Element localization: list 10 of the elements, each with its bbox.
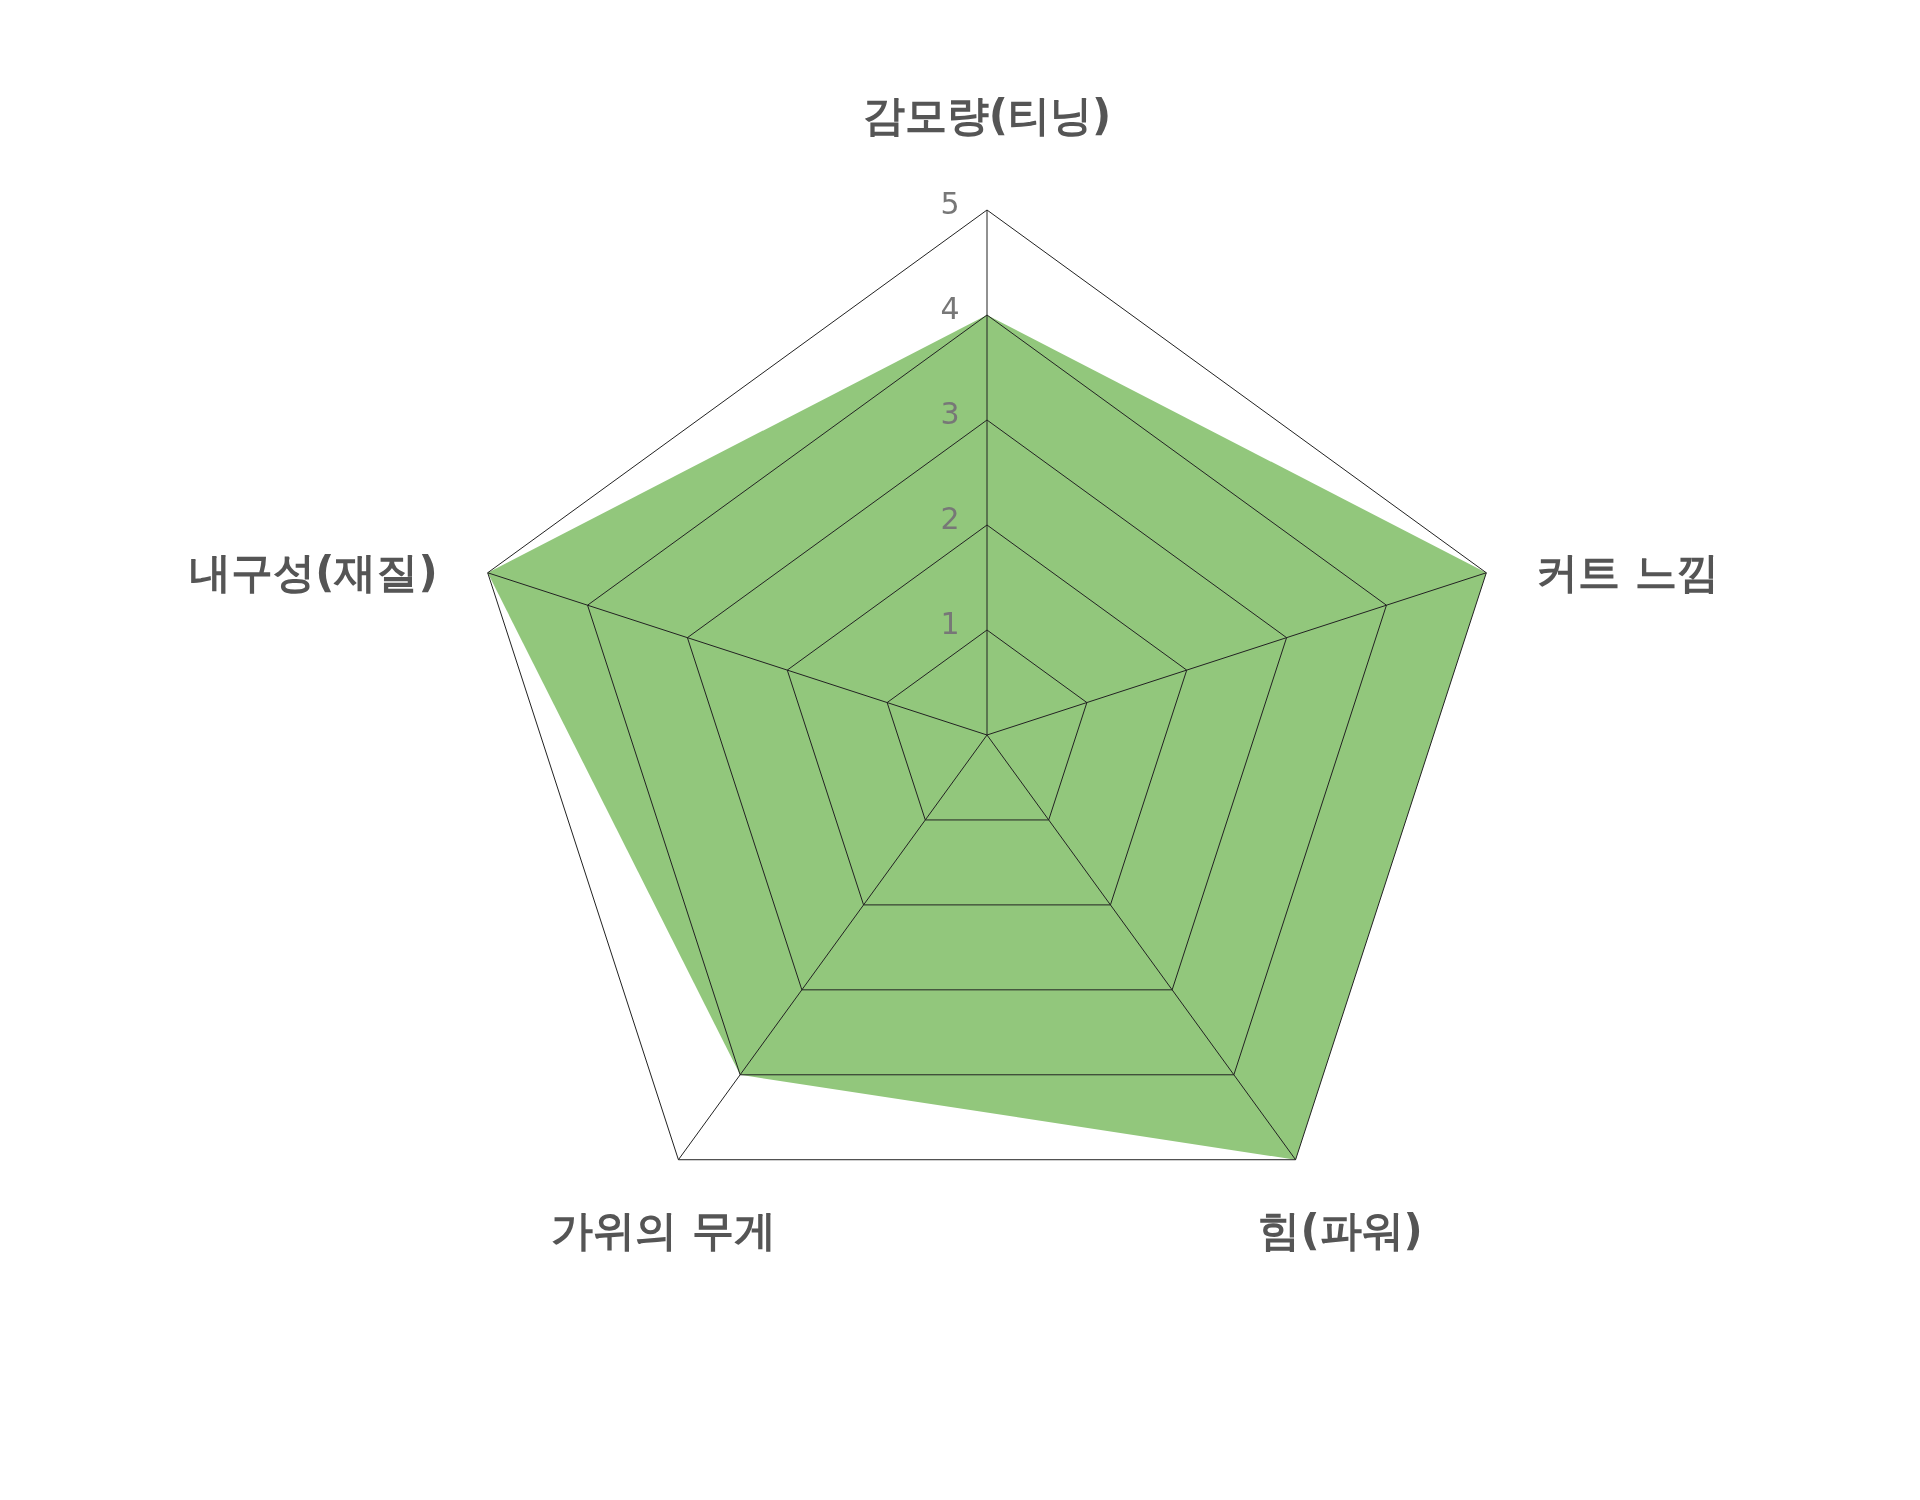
spoke-label: 커트 느낌 <box>1536 547 1719 597</box>
spoke-label: 가위의 무게 <box>551 1205 776 1255</box>
y-tick-label: 2 <box>940 501 960 536</box>
y-tick-label: 5 <box>940 186 960 221</box>
spoke-label: 감모량(티닝) <box>862 90 1112 140</box>
spoke-label: 내구성(재질) <box>189 547 438 597</box>
spoke-label: 힘(파워) <box>1258 1205 1423 1255</box>
y-tick-label: 1 <box>940 606 960 641</box>
y-tick-label: 4 <box>940 291 960 326</box>
y-tick-label: 3 <box>940 396 960 431</box>
